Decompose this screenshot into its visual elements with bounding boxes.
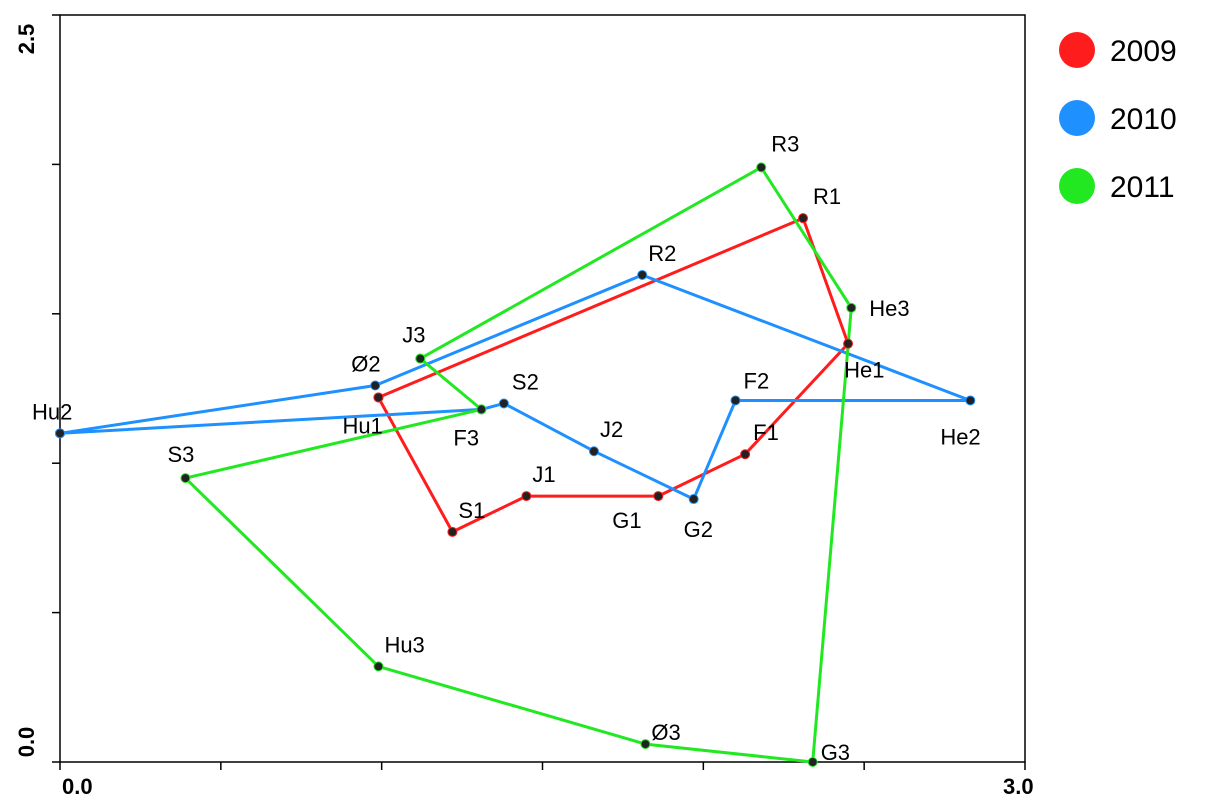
legend-label-2009: 2009	[1110, 35, 1177, 68]
legend-label-2010: 2010	[1110, 103, 1177, 136]
x-tick-label: 0.0	[62, 774, 93, 798]
x-tick-label: 3.0	[1003, 774, 1034, 798]
series-layer	[59, 165, 972, 764]
data-point-S3	[180, 473, 191, 484]
point-label-J3: J3	[402, 323, 425, 348]
legend-swatch-2010	[1059, 100, 1095, 136]
data-point-He2	[965, 395, 976, 406]
data-point-F1	[740, 449, 751, 460]
point-label-He2: He2	[940, 424, 980, 449]
point-label-R1: R1	[813, 184, 841, 209]
data-point-S2	[498, 398, 509, 409]
point-label-J2: J2	[600, 417, 623, 442]
axis-ticks	[52, 14, 1026, 770]
point-label-F2: F2	[744, 368, 770, 393]
data-point-G1	[653, 491, 664, 502]
y-tick-label: 0.0	[14, 727, 39, 758]
data-point-Ø2	[370, 380, 381, 391]
data-point-He3	[846, 302, 857, 313]
point-label-Ø3: Ø3	[651, 720, 680, 745]
legend-swatch-2011	[1059, 168, 1095, 204]
point-label-S1: S1	[458, 498, 485, 523]
point-label-J1: J1	[532, 462, 555, 487]
point-label-R3: R3	[771, 131, 799, 156]
data-point-G2	[688, 494, 699, 505]
point-label-He1: He1	[844, 358, 884, 383]
data-point-F2	[730, 395, 741, 406]
point-label-F3: F3	[453, 425, 479, 450]
data-point-R3	[756, 162, 767, 173]
point-label-He3: He3	[869, 296, 909, 321]
data-point-Hu2	[55, 428, 65, 439]
series-line-2011	[183, 165, 853, 764]
series-line-2009	[377, 216, 850, 534]
data-point-R1	[798, 213, 809, 224]
point-label-S3: S3	[167, 442, 194, 467]
point-label-Hu3: Hu3	[384, 632, 424, 657]
axis-tick-labels: 0.0 3.0 0.0 2.5	[14, 24, 1034, 798]
series-line-2010	[59, 273, 972, 501]
point-label-Hu2: Hu2	[32, 399, 72, 424]
legend-swatch-2009	[1059, 32, 1095, 68]
plot-frame	[59, 14, 1026, 763]
data-point-J1	[521, 491, 532, 502]
point-label-R2: R2	[648, 241, 676, 266]
data-point-J3	[415, 353, 426, 364]
legend: 2009 2010 2011	[1059, 32, 1177, 204]
y-tick-label: 2.5	[14, 24, 39, 55]
data-point-Ø3	[640, 739, 651, 750]
point-label-G2: G2	[684, 517, 713, 542]
point-label-Ø2: Ø2	[351, 352, 380, 377]
data-point-F3	[476, 404, 487, 415]
data-point-Hu3	[373, 661, 384, 672]
data-point-R2	[637, 269, 648, 280]
point-label-Hu1: Hu1	[342, 413, 382, 438]
data-point-S1	[447, 526, 458, 537]
data-point-G3	[807, 757, 818, 767]
data-point-Hu1	[373, 392, 384, 403]
point-label-G1: G1	[612, 508, 641, 533]
point-labels-layer: R3 R1 R2 He3 J3 Ø2 He1 S2 F2 Hu2 Hu1 F3 He2 J2 F1 S3 J1 S…	[32, 131, 981, 765]
point-label-G3: G3	[821, 740, 850, 765]
legend-label-2011: 2011	[1110, 171, 1175, 204]
points-layer	[55, 162, 976, 767]
data-point-J2	[588, 446, 599, 457]
point-label-F1: F1	[753, 420, 779, 445]
data-point-He1	[843, 338, 854, 349]
point-label-S2: S2	[512, 369, 539, 394]
